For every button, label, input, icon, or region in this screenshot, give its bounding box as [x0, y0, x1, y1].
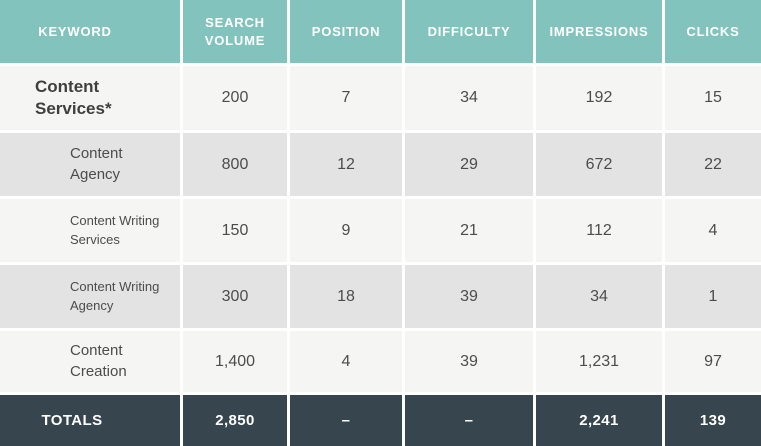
clicks-cell: 97: [665, 331, 761, 392]
keyword-cell: Content Creation: [0, 331, 180, 392]
position-cell: 4: [290, 331, 402, 392]
clicks-cell: 15: [665, 66, 761, 130]
keyword-cell: Content Writing Services: [0, 199, 180, 262]
position-cell: 7: [290, 66, 402, 130]
totals-difficulty-cell: –: [405, 395, 533, 446]
keyword-cell: Content Agency: [0, 133, 180, 196]
search-volume-cell: 800: [183, 133, 287, 196]
position-cell: 12: [290, 133, 402, 196]
totals-position-cell: –: [290, 395, 402, 446]
column-header-impressions: IMPRESSIONS: [536, 0, 662, 63]
keyword-label: Content Writing Services: [70, 212, 160, 247]
search-volume-cell: 1,400: [183, 331, 287, 392]
keyword-label: Content Services*: [35, 76, 112, 118]
keyword-label: Content Writing Agency: [70, 278, 160, 313]
difficulty-cell: 39: [405, 331, 533, 392]
difficulty-cell: 34: [405, 66, 533, 130]
clicks-cell: 22: [665, 133, 761, 196]
search-volume-cell: 150: [183, 199, 287, 262]
keyword-label: Content Agency: [70, 145, 123, 183]
difficulty-cell: 29: [405, 133, 533, 196]
totals-search-volume-cell: 2,850: [183, 395, 287, 446]
impressions-cell: 672: [536, 133, 662, 196]
column-header-position: POSITION: [290, 0, 402, 63]
clicks-cell: 4: [665, 199, 761, 262]
impressions-cell: 192: [536, 66, 662, 130]
keyword-cell: Content Writing Agency: [0, 265, 180, 328]
column-header-keyword: KEYWORD: [0, 0, 180, 63]
search-volume-cell: 300: [183, 265, 287, 328]
difficulty-cell: 39: [405, 265, 533, 328]
column-header-clicks: CLICKS: [665, 0, 761, 63]
position-cell: 18: [290, 265, 402, 328]
impressions-cell: 34: [536, 265, 662, 328]
position-cell: 9: [290, 199, 402, 262]
impressions-cell: 112: [536, 199, 662, 262]
keyword-label: Content Creation: [70, 342, 127, 380]
totals-label-cell: TOTALS: [0, 395, 180, 446]
totals-impressions-cell: 2,241: [536, 395, 662, 446]
keyword-cell: Content Services*: [0, 66, 180, 130]
impressions-cell: 1,231: [536, 331, 662, 392]
difficulty-cell: 21: [405, 199, 533, 262]
totals-clicks-cell: 139: [665, 395, 761, 446]
column-header-difficulty: DIFFICULTY: [405, 0, 533, 63]
clicks-cell: 1: [665, 265, 761, 328]
column-header-search-volume: SEARCH VOLUME: [183, 0, 287, 63]
search-volume-cell: 200: [183, 66, 287, 130]
